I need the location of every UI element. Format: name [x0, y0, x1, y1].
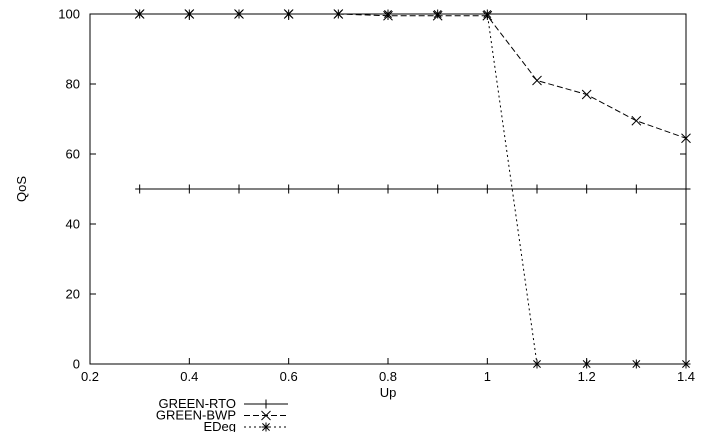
point-green-rto-marker: [184, 184, 194, 194]
legend-green-rto-marker: [261, 399, 271, 409]
point-green-rto-marker: [532, 184, 542, 194]
point-green-rto-marker: [383, 184, 393, 194]
legend-edeg-marker: [261, 422, 271, 432]
y-tick-label: 0: [73, 357, 80, 372]
point-green-rto-marker: [333, 184, 343, 194]
point-green-rto-marker: [284, 184, 294, 194]
point-green-rto-marker: [631, 184, 641, 194]
legend-item-green-rto: GREEN-RTO: [158, 396, 288, 411]
point-green-rto-marker: [135, 184, 145, 194]
legend-item-edeg: EDeg: [203, 419, 288, 432]
y-axis-title: QoS: [14, 176, 29, 202]
series-line-green-bwp: [139, 13, 687, 139]
x-tick-label: 0.8: [379, 369, 397, 384]
point-green-bwp-marker: [532, 75, 542, 86]
series-green-bwp: [134, 9, 691, 144]
y-tick-label: 80: [66, 77, 80, 92]
y-tick-label: 100: [58, 7, 80, 22]
point-green-rto-marker: [582, 184, 592, 194]
y-tick-label: 60: [66, 147, 80, 162]
point-green-rto-marker: [234, 184, 244, 194]
legend-label: EDeg: [203, 419, 236, 432]
x-tick-label: 1.2: [578, 369, 596, 384]
y-tick-label: 40: [66, 217, 80, 232]
x-tick-label: 0.6: [280, 369, 298, 384]
x-tick-label: 0.2: [81, 369, 99, 384]
x-tick-label: 0.4: [180, 369, 198, 384]
x-tick-label: 1: [484, 369, 491, 384]
legend-green-bwp-marker: [261, 410, 271, 421]
y-tick-label: 20: [66, 287, 80, 302]
legend-label: GREEN-BWP: [156, 408, 236, 423]
series-green-rto: [135, 184, 691, 194]
point-green-bwp-marker: [581, 89, 592, 100]
plot-layer: [134, 9, 691, 369]
legend-item-green-bwp: GREEN-BWP: [156, 408, 288, 423]
point-green-bwp-marker: [631, 115, 642, 126]
point-green-rto-marker: [433, 184, 443, 194]
point-green-rto-marker: [482, 184, 492, 194]
ticks-layer: 0.2 0.4 0.6 0.8 1 1.2 1.4 0 20 40 60 80 100: [58, 7, 695, 385]
legend-label: GREEN-RTO: [158, 396, 236, 411]
x-tick-label: 1.4: [677, 369, 695, 384]
x-axis-title: Up: [380, 385, 397, 400]
